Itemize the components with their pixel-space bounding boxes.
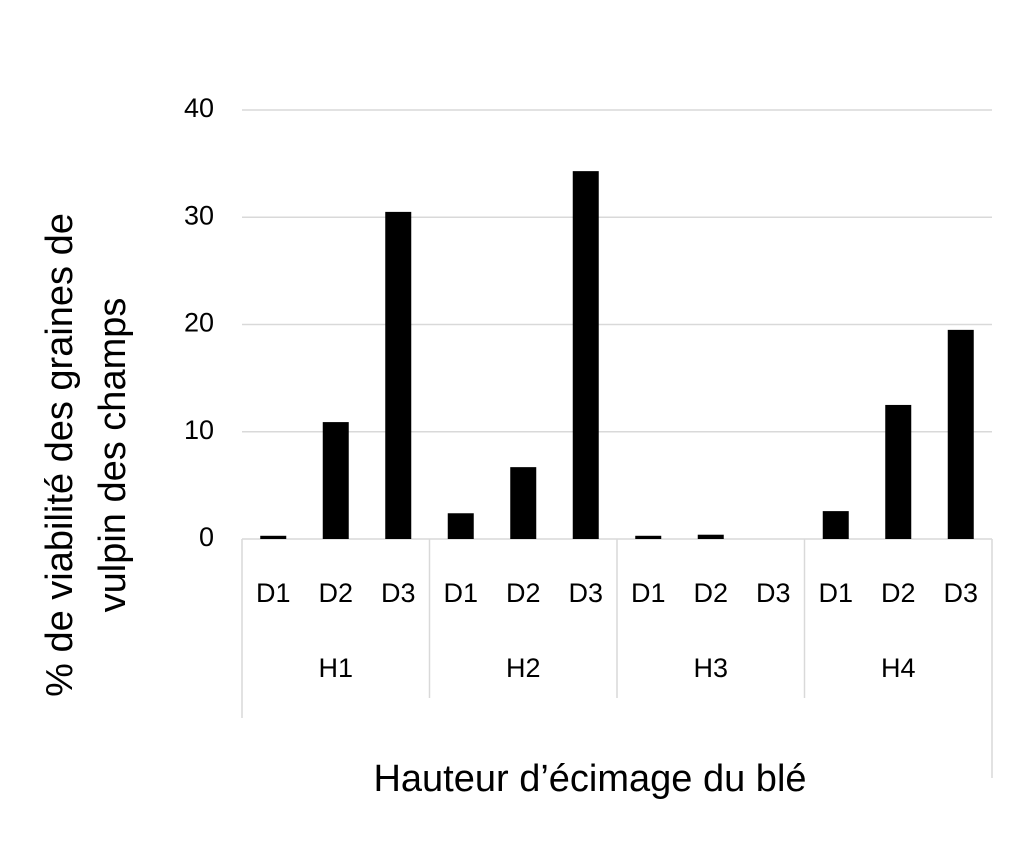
x-axis-title: Hauteur d’écimage du blé [373, 758, 806, 800]
bar [947, 329, 974, 539]
x-tick-label: D3 [943, 578, 978, 608]
bar [385, 211, 412, 539]
x-tick-label: D1 [443, 578, 478, 608]
x-tick-label: D3 [756, 578, 791, 608]
group-label: H1 [318, 653, 353, 683]
x-tick-label: D1 [631, 578, 666, 608]
x-tick-label: D2 [318, 578, 353, 608]
bar [572, 171, 599, 539]
bar [635, 535, 662, 539]
x-tick-label: D2 [506, 578, 541, 608]
y-tick-label: 40 [184, 93, 214, 123]
y-axis-title: % de viabilité des graines de vulpin des… [39, 213, 134, 697]
x-tick-label: D2 [881, 578, 916, 608]
x-tick-label: D1 [256, 578, 291, 608]
group-label: H2 [506, 653, 541, 683]
y-tick-label: 30 [184, 200, 214, 230]
group-label: H4 [881, 653, 916, 683]
group-label: H3 [693, 653, 728, 683]
bar [322, 422, 349, 539]
x-tick-label: D3 [381, 578, 416, 608]
x-tick-label: D1 [818, 578, 853, 608]
y-tick-label: 10 [184, 415, 214, 445]
bar [822, 511, 849, 539]
bar [885, 404, 912, 539]
x-tick-label: D3 [568, 578, 603, 608]
y-tick-label: 0 [199, 522, 214, 552]
bar [510, 467, 537, 539]
bar [260, 535, 287, 539]
bar [447, 513, 474, 539]
y-axis-title-line: vulpin des champs [92, 298, 134, 613]
x-tick-label: D2 [693, 578, 728, 608]
bar [697, 534, 724, 539]
y-tick-label: 20 [184, 308, 214, 338]
y-axis-title-line: % de viabilité des graines de [39, 213, 81, 697]
